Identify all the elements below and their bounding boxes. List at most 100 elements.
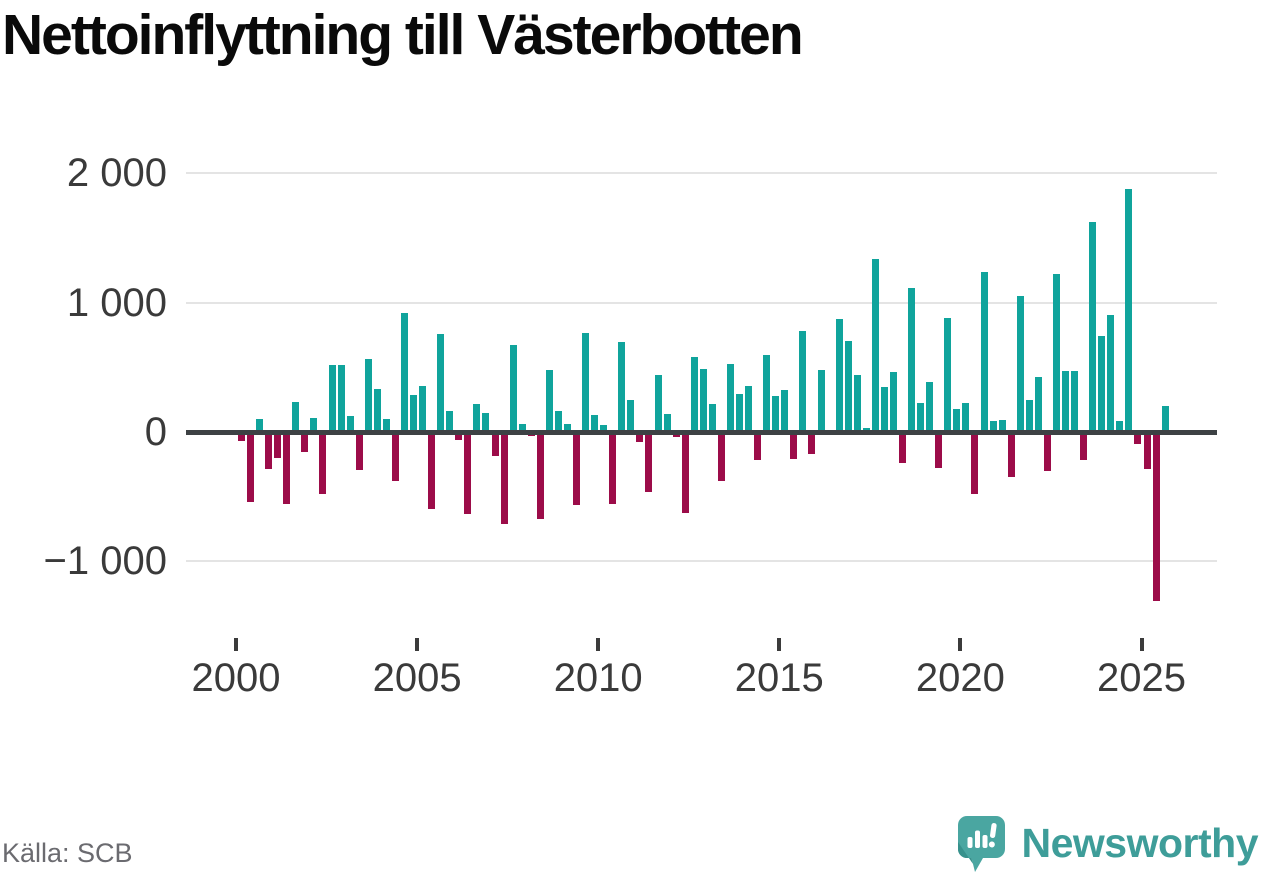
source-note: Källa: SCB — [2, 838, 133, 868]
bar-2014-Q4 — [772, 395, 780, 432]
bar-2004-Q1 — [382, 418, 390, 432]
bar-2011-Q3 — [654, 374, 662, 432]
bar-2007-Q3 — [509, 345, 517, 432]
bar-2013-Q2 — [717, 432, 725, 481]
bar-2014-Q1 — [745, 385, 753, 432]
bar-2005-Q1 — [419, 386, 427, 432]
x-axis-label-2010: 2010 — [553, 656, 643, 700]
bar-2012-Q2 — [681, 432, 689, 514]
bar-2007-Q1 — [491, 432, 499, 457]
bar-2010-Q1 — [600, 425, 608, 432]
bar-2018-Q4 — [917, 403, 925, 432]
newsworthy-wordmark: Newsworthy — [1021, 820, 1259, 866]
gridline-1000 — [186, 301, 1217, 304]
bar-2024-Q3 — [1125, 188, 1133, 432]
logo-exclamation-stem — [989, 823, 997, 839]
gridline--1000 — [186, 560, 1217, 563]
logo-exclamation-dot — [988, 841, 995, 848]
bar-2008-Q4 — [554, 411, 562, 432]
x-axis-label-2000: 2000 — [191, 656, 281, 700]
bar-2017-Q3 — [871, 258, 879, 432]
bar-2002-Q2 — [319, 432, 327, 495]
x-tick-2015 — [777, 638, 782, 651]
bar-2025-Q1 — [1143, 432, 1151, 469]
logo-fold-shape — [957, 842, 973, 864]
bar-2006-Q3 — [473, 403, 481, 432]
bar-2015-Q2 — [790, 432, 798, 459]
bar-2006-Q1 — [455, 432, 463, 441]
bar-2022-Q2 — [1043, 432, 1051, 471]
bar-2000-Q4 — [265, 432, 273, 469]
x-axis-label-2005: 2005 — [372, 656, 462, 700]
bar-2016-Q1 — [817, 370, 825, 432]
bar-2013-Q3 — [726, 363, 734, 432]
zero-axis-line — [186, 429, 1217, 435]
bar-2025-Q3 — [1161, 406, 1169, 432]
bar-2020-Q3 — [980, 272, 988, 432]
y-axis-label-0: 0 — [144, 410, 167, 454]
y-axis-label-1000: 1 000 — [66, 280, 167, 325]
bar-2012-Q4 — [699, 368, 707, 432]
bar-2010-Q2 — [609, 432, 617, 504]
x-axis-label-2015: 2015 — [734, 656, 824, 700]
bar-2016-Q3 — [835, 318, 843, 432]
bar-2006-Q2 — [464, 432, 472, 515]
x-tick-2020 — [958, 638, 963, 651]
bar-2023-Q3 — [1089, 222, 1097, 432]
bar-2020-Q1 — [962, 402, 970, 432]
bar-2001-Q3 — [292, 401, 300, 432]
bar-2013-Q1 — [708, 404, 716, 432]
y-axis-label-2000: 2 000 — [66, 151, 167, 196]
bar-2023-Q4 — [1098, 335, 1106, 432]
bar-2010-Q3 — [618, 342, 626, 432]
bar-2004-Q3 — [400, 313, 408, 432]
bar-2005-Q2 — [428, 432, 436, 509]
bar-2009-Q4 — [591, 415, 599, 432]
bar-2010-Q4 — [627, 399, 635, 432]
bar-2019-Q4 — [953, 408, 961, 432]
bar-2021-Q1 — [998, 420, 1006, 432]
bar-2002-Q1 — [310, 417, 318, 432]
bar-2004-Q2 — [391, 432, 399, 481]
bar-2007-Q4 — [518, 423, 526, 432]
bar-2013-Q4 — [736, 393, 744, 432]
bar-2012-Q3 — [690, 357, 698, 432]
bar-2011-Q4 — [663, 413, 671, 432]
bar-2017-Q1 — [853, 375, 861, 432]
bar-2003-Q2 — [355, 432, 363, 471]
logo-bar-1 — [967, 837, 972, 848]
bar-2017-Q4 — [880, 387, 888, 432]
bar-2019-Q1 — [926, 381, 934, 432]
bar-2000-Q2 — [247, 432, 255, 502]
bar-2001-Q1 — [274, 432, 282, 458]
bar-2000-Q3 — [256, 419, 264, 432]
bar-2012-Q1 — [672, 432, 680, 438]
bar-2023-Q2 — [1080, 432, 1088, 460]
bar-2009-Q2 — [573, 432, 581, 505]
logo-bar-3 — [982, 835, 987, 848]
bar-2021-Q4 — [1025, 399, 1033, 432]
bar-2016-Q4 — [844, 341, 852, 432]
bar-2008-Q2 — [536, 432, 544, 519]
bar-2019-Q2 — [935, 432, 943, 469]
bar-2018-Q3 — [908, 287, 916, 432]
x-tick-2005 — [415, 638, 420, 651]
bar-2009-Q1 — [563, 423, 571, 432]
bar-2014-Q3 — [763, 354, 771, 432]
bar-2002-Q3 — [328, 365, 336, 432]
bar-2018-Q2 — [899, 432, 906, 464]
bar-2005-Q4 — [446, 411, 454, 432]
bar-2007-Q2 — [500, 432, 508, 525]
logo-bubble-shape — [957, 816, 1005, 872]
bar-2003-Q3 — [364, 358, 372, 432]
bar-2025-Q2 — [1152, 432, 1160, 602]
bar-2003-Q4 — [373, 388, 381, 432]
bar-2014-Q2 — [754, 432, 762, 461]
bar-2005-Q3 — [437, 334, 445, 432]
x-tick-2025 — [1139, 638, 1144, 651]
bar-2015-Q1 — [781, 390, 789, 432]
bar-2003-Q1 — [346, 416, 354, 432]
bar-2004-Q4 — [410, 395, 418, 432]
bar-2020-Q4 — [989, 421, 997, 432]
